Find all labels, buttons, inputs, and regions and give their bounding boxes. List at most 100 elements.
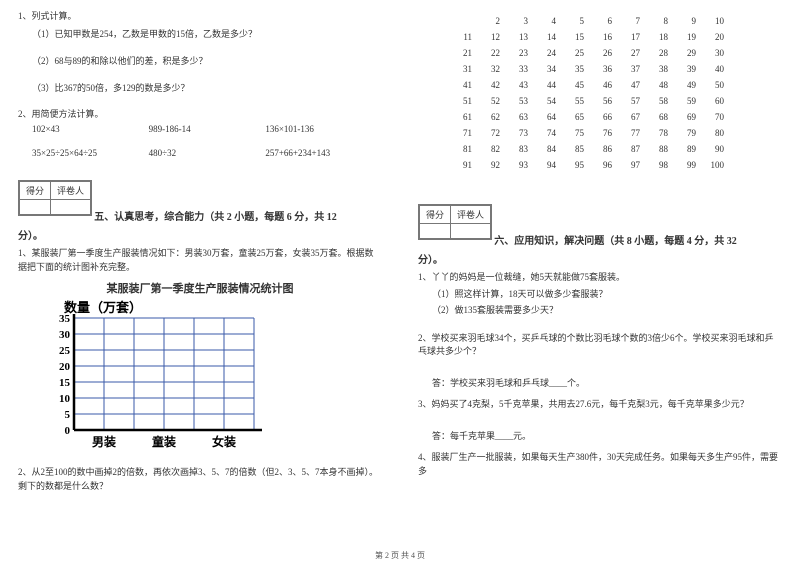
grid-number: 76 — [584, 128, 612, 138]
expr: 989-186-14 — [149, 124, 266, 134]
svg-text:0: 0 — [65, 425, 71, 437]
grid-number: 52 — [472, 96, 500, 106]
score-box: 得分 评卷人 — [18, 180, 92, 216]
chart-area: 数量（万套）35302520151050男装童装女装 — [18, 298, 382, 460]
q2-head: 2、用简便方法计算。 — [18, 108, 382, 122]
chart-svg: 数量（万套）35302520151050男装童装女装 — [32, 298, 282, 458]
grid-number: 29 — [668, 48, 696, 58]
grid-number: 81 — [444, 144, 472, 154]
grid-number: 23 — [500, 48, 528, 58]
grid-number: 15 — [556, 32, 584, 42]
q1-a: （1）已知甲数是254，乙数是甲数的15倍，乙数是多少？ — [18, 27, 382, 40]
grid-number: 71 — [444, 128, 472, 138]
grid-number: 63 — [500, 112, 528, 122]
grid-number: 100 — [696, 160, 724, 170]
grid-number: 47 — [612, 80, 640, 90]
grid-number: 67 — [612, 112, 640, 122]
grid-number: 87 — [612, 144, 640, 154]
q1-c: （3）比367的50倍，多129的数是多少？ — [18, 81, 382, 94]
grid-number: 90 — [696, 144, 724, 154]
grid-number: 8 — [640, 16, 668, 26]
grid-number: 65 — [556, 112, 584, 122]
grid-number: 59 — [668, 96, 696, 106]
grid-number: 22 — [472, 48, 500, 58]
score-box: 得分 评卷人 — [418, 204, 492, 240]
expr: 257+66+234+143 — [265, 148, 382, 158]
svg-text:童装: 童装 — [152, 434, 176, 449]
expr: 102×43 — [32, 124, 149, 134]
svg-text:20: 20 — [59, 361, 71, 373]
grid-number: 73 — [500, 128, 528, 138]
expr: 136×101-136 — [265, 124, 382, 134]
grid-number: 74 — [528, 128, 556, 138]
grid-number: 49 — [668, 80, 696, 90]
svg-text:女装: 女装 — [212, 434, 236, 449]
grid-number: 68 — [640, 112, 668, 122]
reviewer-label: 评卷人 — [51, 182, 91, 200]
svg-text:男装: 男装 — [92, 434, 116, 449]
grid-number: 88 — [640, 144, 668, 154]
r-q2-ans: 答：学校买来羽毛球和乒乓球____个。 — [418, 377, 782, 391]
grid-number: 55 — [556, 96, 584, 106]
grid-number: 82 — [472, 144, 500, 154]
section6-wrap: 得分 评卷人 六、应用知识，解决问题（共 8 小题，每题 4 分，共 32 — [418, 196, 782, 247]
grid-number: 89 — [668, 144, 696, 154]
svg-text:10: 10 — [59, 393, 71, 405]
grid-number: 58 — [640, 96, 668, 106]
grid-number: 2 — [472, 16, 500, 26]
number-grid: 2345678910111213141516171819202122232425… — [418, 10, 782, 188]
left-column: 1、列式计算。 （1）已知甲数是254，乙数是甲数的15倍，乙数是多少？ （2）… — [0, 0, 400, 545]
grid-number: 42 — [472, 80, 500, 90]
grid-number: 94 — [528, 160, 556, 170]
grid-number: 4 — [528, 16, 556, 26]
grid-number: 83 — [500, 144, 528, 154]
grid-number: 40 — [696, 64, 724, 74]
grid-number: 93 — [500, 160, 528, 170]
grid-number: 34 — [528, 64, 556, 74]
grid-number: 95 — [556, 160, 584, 170]
q3-text: 1、某服装厂第一季度生产服装情况如下：男装30万套，童装25万套，女装35万套。… — [18, 247, 382, 274]
grid-number: 6 — [584, 16, 612, 26]
grid-number: 11 — [444, 32, 472, 42]
grid-number: 12 — [472, 32, 500, 42]
grid-number: 19 — [668, 32, 696, 42]
q1-head: 1、列式计算。 — [18, 10, 382, 24]
grid-number: 46 — [584, 80, 612, 90]
grid-number: 32 — [472, 64, 500, 74]
score-label: 得分 — [420, 206, 451, 224]
grid-number: 99 — [668, 160, 696, 170]
expr: 480÷32 — [149, 148, 266, 158]
grid-number: 98 — [640, 160, 668, 170]
grid-number: 85 — [556, 144, 584, 154]
grid-number: 41 — [444, 80, 472, 90]
grid-number: 21 — [444, 48, 472, 58]
grid-number: 69 — [668, 112, 696, 122]
grid-number: 39 — [668, 64, 696, 74]
grid-number: 57 — [612, 96, 640, 106]
score-label: 得分 — [20, 182, 51, 200]
grid-number: 77 — [612, 128, 640, 138]
grid-number: 36 — [584, 64, 612, 74]
grid-number: 26 — [584, 48, 612, 58]
grid-number: 28 — [640, 48, 668, 58]
grid-number: 56 — [584, 96, 612, 106]
r-q1-a: （1）照这样计算，18天可以做多少套服装？ — [418, 288, 782, 302]
section5-fen: 分）。 — [18, 229, 382, 244]
grid-number: 25 — [556, 48, 584, 58]
section5-title: 五、认真思考，综合能力（共 2 小题，每题 6 分，共 12 — [94, 212, 337, 223]
svg-text:30: 30 — [59, 329, 71, 341]
grid-number: 51 — [444, 96, 472, 106]
grid-number: 17 — [612, 32, 640, 42]
grid-number: 70 — [696, 112, 724, 122]
grid-number: 13 — [500, 32, 528, 42]
reviewer-label: 评卷人 — [451, 206, 491, 224]
grid-number: 31 — [444, 64, 472, 74]
grid-number: 18 — [640, 32, 668, 42]
r-q2: 2、学校买来羽毛球34个，买乒乓球的个数比羽毛球个数的3倍少6个。学校买来羽毛球… — [418, 332, 782, 359]
q1-b: （2）68与89的和除以他们的差，积是多少？ — [18, 54, 382, 67]
svg-text:25: 25 — [59, 345, 71, 357]
grid-number: 50 — [696, 80, 724, 90]
grid-number: 30 — [696, 48, 724, 58]
grid-number: 27 — [612, 48, 640, 58]
q4-text: 2、从2至100的数中画掉2的倍数，再依次画掉3、5、7的倍数（但2、3、5、7… — [18, 466, 382, 493]
